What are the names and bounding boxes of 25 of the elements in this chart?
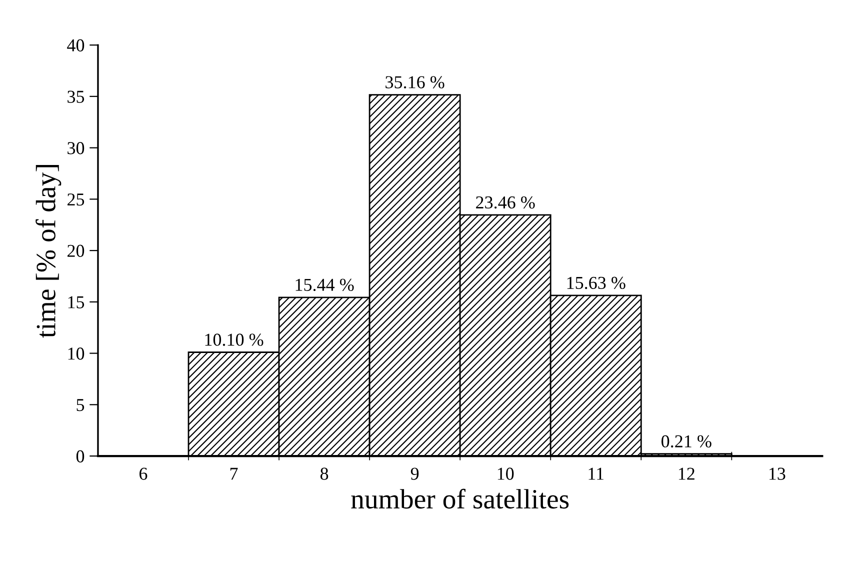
x-tick-label: 10 xyxy=(498,468,514,480)
y-tick-label: 0 xyxy=(76,450,84,462)
x-tick-label: 7 xyxy=(230,468,238,480)
y-tick-label: 20 xyxy=(68,244,84,257)
data-label: 15.63 % xyxy=(567,276,626,290)
y-tick-label: 25 xyxy=(68,193,84,206)
y-tick-label: 15 xyxy=(68,296,84,308)
data-label: 10.10 % xyxy=(205,334,264,346)
x-tick-label: 11 xyxy=(588,468,604,480)
y-axis-title: time [% of day] xyxy=(36,165,62,338)
y-tick-label: 30 xyxy=(68,142,84,154)
data-label: 15.44 % xyxy=(296,278,354,292)
x-tick-label: 8 xyxy=(320,468,328,480)
x-tick-label: 9 xyxy=(410,468,419,480)
data-label: 35.16 % xyxy=(386,76,444,88)
y-tick-label: 35 xyxy=(68,90,84,103)
y-tick-label: 40 xyxy=(67,39,84,52)
y-tick-label: 5 xyxy=(76,399,84,412)
data-label: 23.46 % xyxy=(476,196,535,209)
x-tick-label: 12 xyxy=(678,468,694,480)
y-tick-label: 10 xyxy=(68,348,84,360)
data-label: 0.21 % xyxy=(662,435,712,448)
x-tick-label: 13 xyxy=(769,468,786,480)
x-axis-title: number of satellites xyxy=(351,488,569,509)
x-tick-label: 6 xyxy=(140,468,148,480)
